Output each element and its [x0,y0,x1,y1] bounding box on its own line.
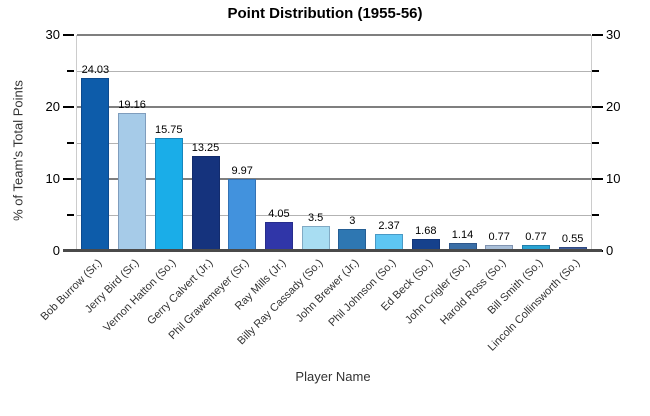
bar-value-label: 0.77 [525,231,547,244]
y-axis-tick [67,142,74,144]
y-tick-label-right: 10 [606,171,621,186]
gridline-major [77,106,591,108]
plot-area: 24.03 19.16 15.75 13.25 9.97 4.05 3.5 3 2.37 1.68… [76,34,592,251]
y-axis-tick [63,34,74,36]
bar-value-label: 24.03 [81,63,110,76]
bar [264,221,293,251]
y-axis-tick [592,142,599,144]
y-tick-label-left: 10 [45,171,60,186]
bar [301,225,330,251]
y-tick-label-right: 0 [606,243,614,258]
y-axis-title: % of Team's Total Points [10,80,26,221]
bar [338,229,367,251]
y-tick-label-left: 30 [45,27,60,42]
y-axis-tick [592,178,603,180]
x-axis-line [63,249,602,252]
y-axis-tick [592,214,599,216]
y-axis-tick [592,106,603,108]
bar-value-label: 2.37 [378,219,400,232]
y-tick-label-left: 20 [45,99,60,114]
gridline-minor [77,215,591,216]
bar-value-label: 9.97 [231,165,253,178]
y-tick-label-right: 30 [606,27,621,42]
bar-value-label: 1.14 [451,228,474,241]
y-tick-label-right: 20 [606,99,621,114]
bar-value-label: 19.16 [118,99,146,112]
bar-value-label: 4.05 [268,207,290,220]
bar-value-label: 3.5 [307,211,324,224]
bar-value-label: 1.68 [415,224,437,237]
gridline-minor [77,143,591,144]
bar-value-label: 0.77 [488,231,510,244]
gridline-minor [77,71,591,72]
bar-value-label: 0.55 [561,233,584,246]
bar-value-label: 15.75 [155,123,183,136]
y-axis-tick [592,34,603,36]
y-axis-tick [592,70,599,72]
bar [154,137,183,251]
y-axis-tick [67,214,74,216]
bar-value-label: 13.25 [191,141,220,154]
y-axis-tick [63,178,74,180]
x-axis-title: Player Name [295,369,371,384]
gridline-major [77,34,591,36]
y-axis-tick [67,70,74,72]
gridline-major [77,178,591,180]
y-tick-label-left: 0 [52,243,60,258]
bar [118,113,147,251]
y-axis-tick [63,106,74,108]
chart-title: Point Distribution (1955-56) [227,5,423,22]
bar-value-label: 3 [349,215,356,228]
